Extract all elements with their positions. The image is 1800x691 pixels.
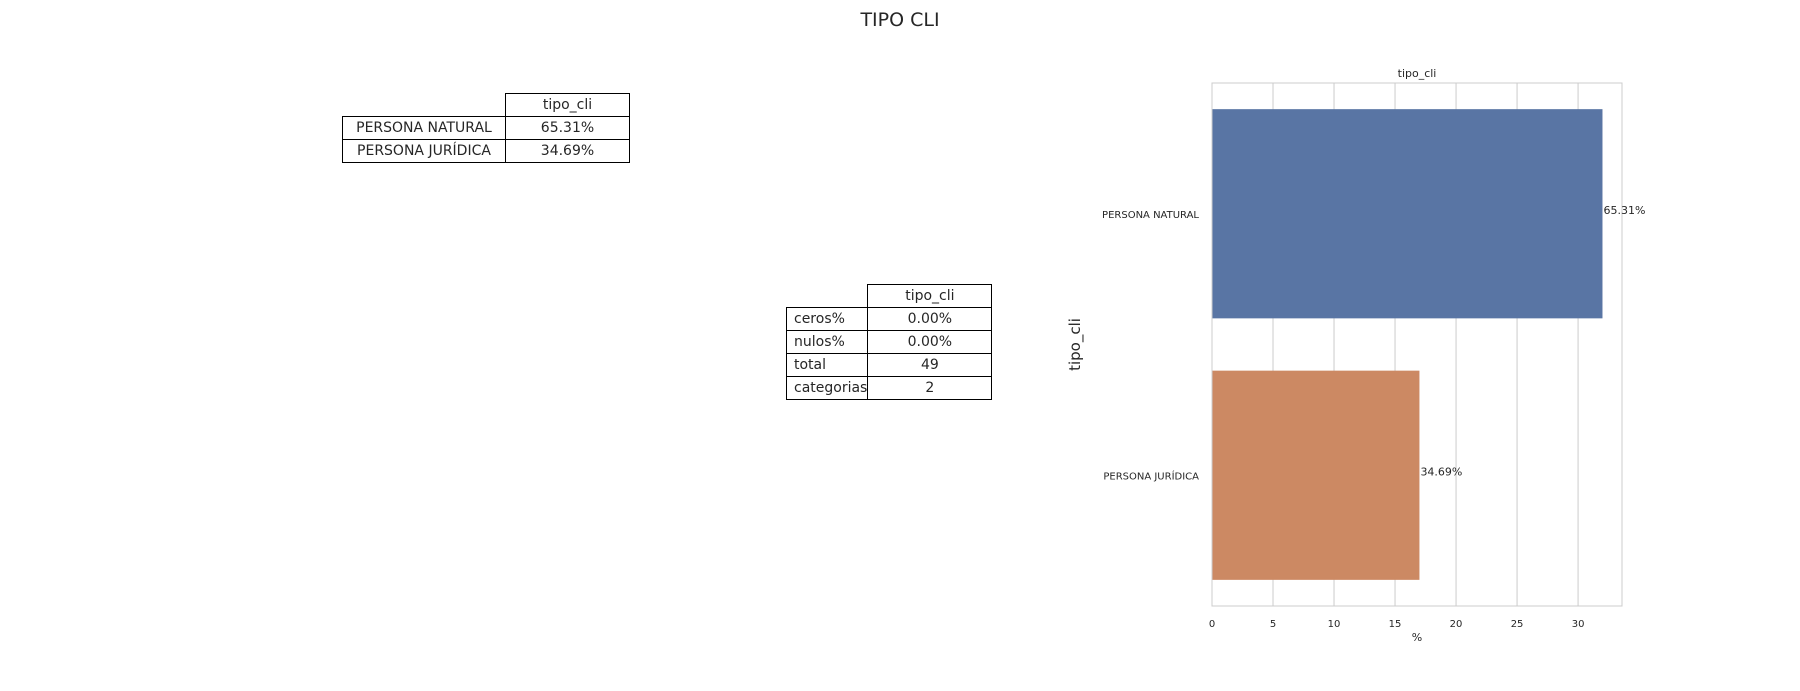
row-label: ceros% <box>785 307 869 331</box>
row-label: PERSONA JURÍDICA <box>342 139 506 163</box>
bar-data-label: 34.69% <box>1420 465 1462 478</box>
bar-data-label: 65.31% <box>1603 204 1645 217</box>
row-label: total <box>785 353 869 377</box>
stats-table: tipo_cli ceros% 0.00% nulos% 0.00% total… <box>785 284 993 400</box>
bar <box>1212 109 1603 319</box>
x-tick-label: 5 <box>1270 619 1276 630</box>
bar <box>1212 370 1420 580</box>
frequency-table: tipo_cli PERSONA NATURAL 65.31% PERSONA … <box>342 93 630 163</box>
chart-text: tipo_cli % tipo_cli 0 5 10 15 20 25 30 PERSONA … <box>1066 67 1645 644</box>
y-tick-label: PERSONA NATURAL <box>1102 210 1199 221</box>
x-tick-label: 25 <box>1511 619 1524 630</box>
x-tick-label: 0 <box>1209 619 1215 630</box>
table-row: total 49 <box>785 353 993 377</box>
plot-frame <box>1211 82 1623 607</box>
cell-value: 0.00% <box>867 307 993 331</box>
table-row: PERSONA NATURAL 65.31% <box>342 116 630 140</box>
table-row: categorias 2 <box>785 376 993 400</box>
x-tick-label: 30 <box>1572 619 1585 630</box>
table-row: ceros% 0.00% <box>785 307 993 331</box>
column-header: tipo_cli <box>505 93 630 117</box>
row-label: categorias <box>785 376 869 400</box>
table-header-row: tipo_cli <box>343 93 630 117</box>
cell-value: 65.31% <box>505 116 630 140</box>
x-tick-label: 10 <box>1328 619 1341 630</box>
bars <box>1212 109 1603 580</box>
y-tick-label: PERSONA JURÍDICA <box>1103 469 1199 482</box>
x-axis-label: % <box>1412 631 1422 644</box>
x-tick-label: 20 <box>1450 619 1463 630</box>
cell-value: 0.00% <box>867 330 993 354</box>
cell-value: 34.69% <box>505 139 630 163</box>
cell-value: 49 <box>867 353 993 377</box>
figure-title: TIPO CLI <box>860 9 940 31</box>
row-label: PERSONA NATURAL <box>342 116 506 140</box>
chart-title: tipo_cli <box>1398 67 1437 80</box>
table-row: PERSONA JURÍDICA 34.69% <box>342 139 630 163</box>
cell-value: 2 <box>867 376 993 400</box>
y-axis-label: tipo_cli <box>1066 318 1085 371</box>
x-tick-label: 15 <box>1389 619 1402 630</box>
